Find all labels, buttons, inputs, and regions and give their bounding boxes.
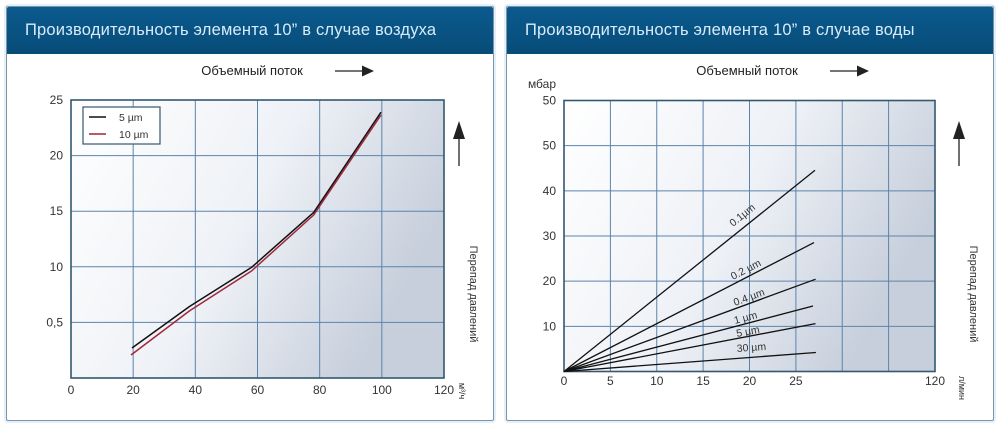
svg-text:мбар: мбар	[528, 77, 556, 91]
svg-text:25: 25	[789, 374, 803, 388]
svg-text:Объемный поток: Объемный поток	[696, 63, 798, 78]
svg-text:40: 40	[543, 184, 557, 198]
svg-text:Объемный поток: Объемный поток	[201, 63, 303, 78]
svg-text:120: 120	[434, 383, 454, 397]
svg-text:10: 10	[543, 319, 557, 333]
svg-text:л/мин: л/мин	[957, 376, 967, 400]
svg-text:100: 100	[372, 383, 392, 397]
svg-text:5 µm: 5 µm	[119, 112, 143, 124]
svg-text:20: 20	[743, 374, 757, 388]
svg-text:0: 0	[68, 383, 75, 397]
svg-text:0: 0	[561, 374, 568, 388]
svg-text:15: 15	[696, 374, 710, 388]
svg-text:80: 80	[313, 383, 327, 397]
svg-text:5: 5	[607, 374, 614, 388]
svg-text:50: 50	[543, 94, 557, 108]
svg-text:120: 120	[925, 374, 945, 388]
svg-text:20: 20	[50, 149, 64, 163]
svg-text:10: 10	[50, 260, 64, 274]
svg-text:10 µm: 10 µm	[119, 129, 149, 141]
svg-text:Перепад давлений: Перепад давлений	[467, 246, 479, 343]
svg-text:20: 20	[543, 274, 557, 288]
svg-text:10: 10	[650, 374, 664, 388]
svg-text:м³/ч: м³/ч	[457, 383, 467, 400]
svg-text:30 µm: 30 µm	[736, 341, 766, 355]
svg-text:30: 30	[543, 229, 557, 243]
svg-text:40: 40	[189, 383, 203, 397]
svg-text:60: 60	[251, 383, 265, 397]
svg-text:15: 15	[50, 204, 64, 218]
svg-text:50: 50	[543, 139, 557, 153]
svg-text:25: 25	[50, 93, 64, 107]
svg-text:0,5: 0,5	[46, 315, 63, 329]
svg-text:20: 20	[126, 383, 140, 397]
svg-text:Перепад давлений: Перепад давлений	[967, 246, 979, 343]
